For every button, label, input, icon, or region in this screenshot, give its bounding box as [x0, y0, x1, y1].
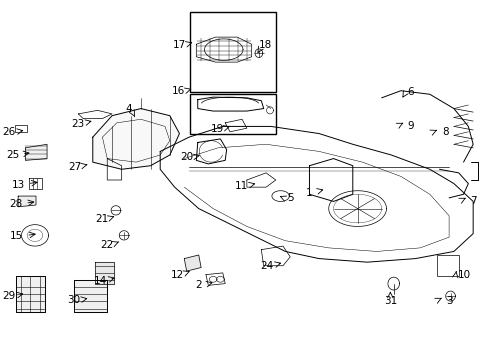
Text: 13: 13 — [12, 180, 25, 190]
Text: 23: 23 — [71, 118, 84, 129]
Polygon shape — [160, 126, 472, 262]
Text: 29: 29 — [2, 291, 15, 301]
Bar — [190, 12, 275, 93]
Text: 14: 14 — [93, 276, 106, 286]
Text: 26: 26 — [2, 127, 15, 138]
Polygon shape — [25, 144, 47, 160]
Text: 5: 5 — [286, 193, 293, 203]
Text: 22: 22 — [101, 240, 114, 250]
Polygon shape — [95, 262, 114, 284]
Text: 27: 27 — [68, 162, 81, 172]
Polygon shape — [197, 97, 263, 111]
Text: 24: 24 — [260, 261, 273, 271]
Text: 28: 28 — [9, 199, 22, 209]
Bar — [190, 94, 275, 134]
Text: 6: 6 — [407, 87, 413, 98]
Text: 15: 15 — [10, 231, 23, 242]
Text: 21: 21 — [95, 214, 108, 224]
Polygon shape — [196, 37, 251, 62]
Text: 20: 20 — [180, 153, 193, 162]
Bar — [436, 255, 458, 276]
Text: 11: 11 — [234, 181, 247, 191]
Text: 9: 9 — [407, 121, 413, 131]
Text: 19: 19 — [210, 124, 223, 134]
Text: 1: 1 — [305, 188, 312, 198]
Text: 18: 18 — [258, 40, 271, 50]
Text: 8: 8 — [441, 127, 447, 138]
Text: 30: 30 — [67, 296, 80, 305]
Text: 10: 10 — [457, 270, 470, 280]
Bar — [15, 125, 27, 132]
Polygon shape — [93, 109, 179, 169]
Text: 16: 16 — [171, 86, 185, 96]
Text: 31: 31 — [383, 296, 396, 306]
Polygon shape — [18, 196, 36, 207]
Polygon shape — [184, 255, 201, 271]
Text: 12: 12 — [170, 270, 183, 280]
Text: 7: 7 — [469, 197, 475, 206]
Polygon shape — [73, 280, 107, 312]
Text: 2: 2 — [195, 280, 202, 291]
Text: 17: 17 — [172, 40, 186, 50]
Text: 25: 25 — [6, 150, 19, 160]
Text: 3: 3 — [445, 296, 451, 306]
Polygon shape — [16, 276, 44, 312]
Text: 4: 4 — [125, 104, 132, 113]
